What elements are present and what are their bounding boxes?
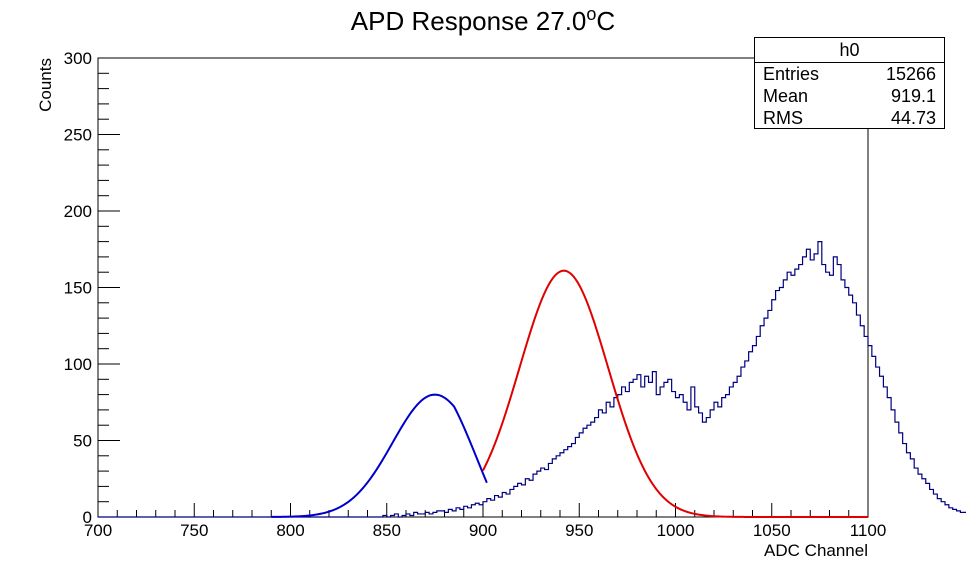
stats-row-entries: Entries 15266 <box>763 64 936 84</box>
fit-curves <box>271 269 868 518</box>
y-axis-label: Counts <box>36 58 55 112</box>
x-tick-label: 900 <box>469 521 497 540</box>
x-tick-label: 950 <box>565 521 593 540</box>
histogram-series <box>98 241 966 518</box>
y-tick-label: 0 <box>83 508 92 527</box>
stats-row-mean: Mean 919.1 <box>763 86 936 106</box>
stats-box: h0 Entries 15266 Mean 919.1 RMS 44.73 <box>754 37 945 129</box>
fit-blue <box>271 393 488 518</box>
y-tick-label: 300 <box>64 49 92 68</box>
x-tick-label: 1050 <box>753 521 791 540</box>
y-tick-label: 100 <box>64 355 92 374</box>
fit-red <box>482 269 868 518</box>
x-axis-label: ADC Channel <box>764 541 868 560</box>
x-tick-label: 1000 <box>657 521 695 540</box>
axes: 700 750 800 850 900 950 1000 1050 1100 0 50 100 150 2… <box>64 49 887 540</box>
y-tick-label: 250 <box>64 126 92 145</box>
histogram-line <box>98 241 966 518</box>
y-tick-label: 200 <box>64 202 92 221</box>
x-tick-label: 850 <box>373 521 401 540</box>
x-tick-label: 750 <box>180 521 208 540</box>
x-tick-label: 800 <box>276 521 304 540</box>
stats-title: h0 <box>755 38 944 63</box>
y-tick-label: 150 <box>64 279 92 298</box>
plot-frame <box>97 57 869 518</box>
x-tick-label: 700 <box>84 521 112 540</box>
chart-title: APD Response 27.0oC <box>351 4 615 36</box>
x-tick-label: 1100 <box>850 521 887 540</box>
y-tick-label: 50 <box>73 432 92 451</box>
stats-row-rms: RMS 44.73 <box>763 108 936 128</box>
